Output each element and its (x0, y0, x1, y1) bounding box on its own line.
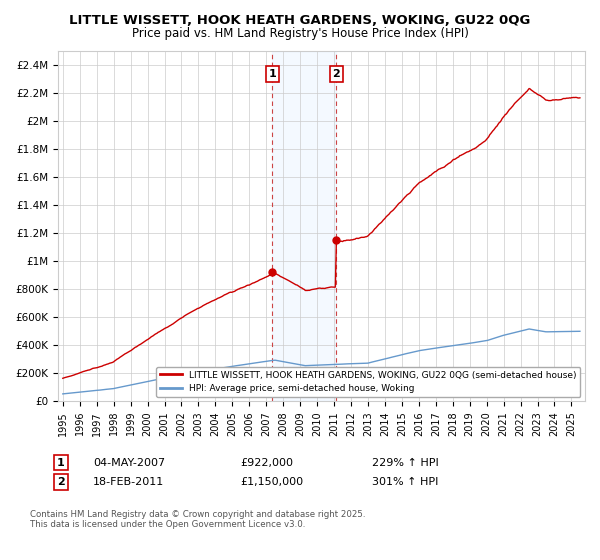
Legend: LITTLE WISSETT, HOOK HEATH GARDENS, WOKING, GU22 0QG (semi-detached house), HPI:: LITTLE WISSETT, HOOK HEATH GARDENS, WOKI… (156, 367, 580, 396)
Text: 2: 2 (57, 477, 65, 487)
Text: 301% ↑ HPI: 301% ↑ HPI (372, 477, 439, 487)
Text: 1: 1 (268, 69, 276, 79)
Text: 2: 2 (332, 69, 340, 79)
Text: LITTLE WISSETT, HOOK HEATH GARDENS, WOKING, GU22 0QG: LITTLE WISSETT, HOOK HEATH GARDENS, WOKI… (70, 14, 530, 27)
Text: 1: 1 (57, 458, 65, 468)
Text: 229% ↑ HPI: 229% ↑ HPI (372, 458, 439, 468)
Text: 18-FEB-2011: 18-FEB-2011 (93, 477, 164, 487)
Text: £922,000: £922,000 (240, 458, 293, 468)
Text: £1,150,000: £1,150,000 (240, 477, 303, 487)
Text: 04-MAY-2007: 04-MAY-2007 (93, 458, 165, 468)
Text: Price paid vs. HM Land Registry's House Price Index (HPI): Price paid vs. HM Land Registry's House … (131, 27, 469, 40)
Bar (272, 52, 336, 401)
Text: Contains HM Land Registry data © Crown copyright and database right 2025.
This d: Contains HM Land Registry data © Crown c… (30, 510, 365, 529)
